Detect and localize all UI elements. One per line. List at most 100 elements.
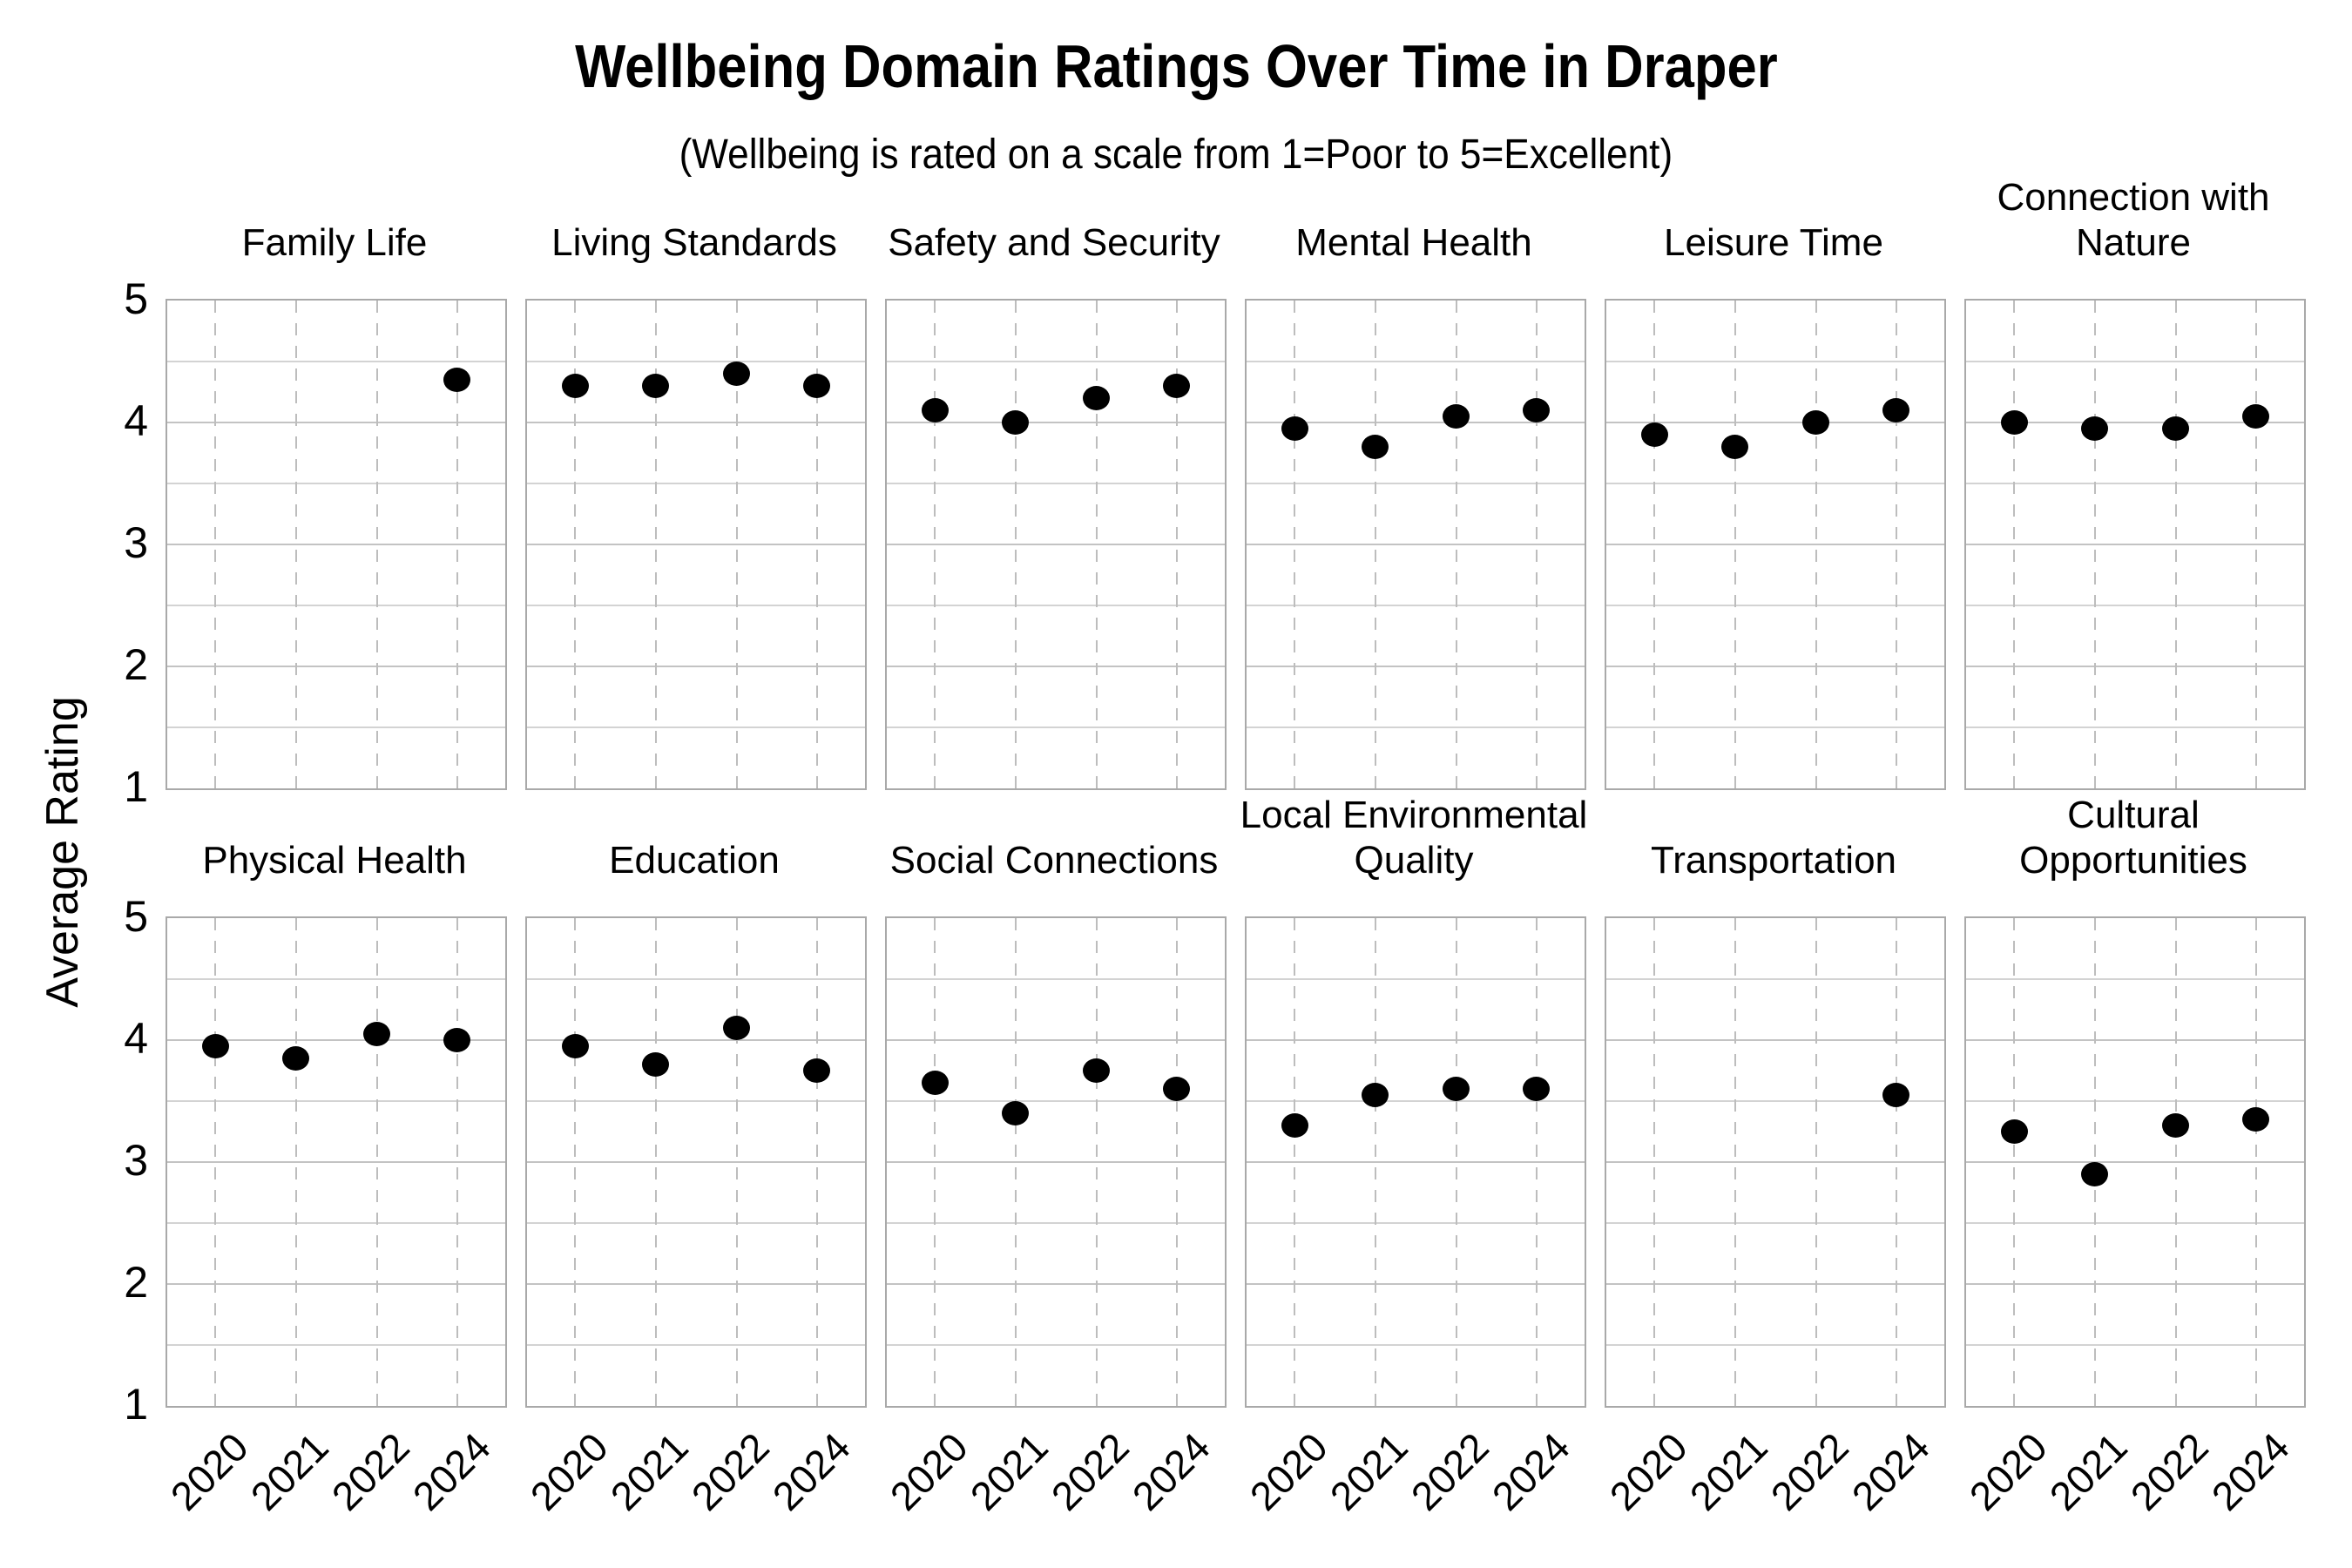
year-gridline: [1815, 301, 1817, 788]
gridline: [527, 978, 865, 980]
gridline: [167, 483, 505, 484]
year-gridline: [1374, 918, 1376, 1406]
year-gridline: [2254, 918, 2257, 1406]
year-gridline: [574, 301, 577, 788]
year-gridline: [1294, 301, 1296, 788]
data-point: [1802, 410, 1830, 435]
gridline: [887, 1039, 1225, 1041]
data-point: [1523, 1077, 1551, 1101]
year-gridline: [1535, 301, 1538, 788]
y-tick-label: 2: [124, 1258, 148, 1307]
facet-panel: Safety and Security: [885, 221, 1227, 790]
x-tick-label: 2024: [1123, 1423, 1219, 1519]
year-gridline: [654, 301, 657, 788]
year-gridline: [456, 918, 458, 1406]
facet-panel: Mental Health: [1245, 221, 1586, 790]
gridline: [887, 544, 1225, 545]
gridline: [527, 1222, 865, 1224]
data-point: [2081, 416, 2109, 441]
gridline: [1606, 361, 1944, 362]
gridline: [527, 1039, 865, 1041]
facet-title: Physical Health: [202, 839, 467, 882]
x-tick-label: 2024: [403, 1423, 499, 1519]
year-gridline: [934, 301, 936, 788]
year-gridline: [815, 301, 818, 788]
data-point: [1443, 1077, 1470, 1101]
year-gridline: [1734, 301, 1736, 788]
gridline: [1247, 605, 1585, 606]
year-gridline: [1014, 918, 1017, 1406]
gridline: [527, 1344, 865, 1346]
x-tick-label: 2020: [521, 1423, 617, 1519]
x-tick-label: 2021: [1681, 1423, 1777, 1519]
x-tick-label: 2021: [242, 1423, 338, 1519]
data-point: [803, 374, 831, 398]
year-gridline: [1175, 301, 1178, 788]
year-gridline: [2013, 301, 2016, 788]
data-point: [1443, 404, 1470, 429]
facet-panel: Family Life: [166, 221, 507, 790]
gridline: [887, 605, 1225, 606]
data-point: [561, 374, 589, 398]
gridline: [527, 1283, 865, 1285]
year-gridline: [1734, 918, 1736, 1406]
facet-title: Connection with Nature: [1997, 176, 2270, 265]
data-point: [1083, 1058, 1111, 1083]
gridline: [167, 422, 505, 423]
facet-title: Leisure Time: [1664, 221, 1883, 265]
gridline: [887, 1161, 1225, 1163]
year-gridline: [1095, 918, 1098, 1406]
data-point: [803, 1058, 831, 1083]
data-point: [443, 1028, 471, 1052]
facet-panel: Leisure Time: [1605, 221, 1946, 790]
x-tick-label: 2022: [682, 1423, 779, 1519]
year-gridline: [294, 918, 297, 1406]
gridline: [1606, 1039, 1944, 1041]
gridline: [1606, 978, 1944, 980]
x-tick-label: 2022: [1761, 1423, 1858, 1519]
x-tick-label: 2020: [1240, 1423, 1336, 1519]
year-gridline: [815, 918, 818, 1406]
x-tick-label: 2022: [2121, 1423, 2218, 1519]
gridline: [1606, 1222, 1944, 1224]
gridline: [527, 544, 865, 545]
facet-title: Safety and Security: [888, 221, 1220, 265]
gridline: [1606, 1344, 1944, 1346]
data-point: [1362, 1083, 1389, 1107]
gridline: [527, 1100, 865, 1102]
gridline: [887, 978, 1225, 980]
gridline: [1606, 483, 1944, 484]
data-point: [2162, 416, 2190, 441]
x-tick-label: 2024: [1842, 1423, 1938, 1519]
year-gridline: [1374, 301, 1376, 788]
year-gridline: [574, 918, 577, 1406]
data-point: [1083, 386, 1111, 410]
year-gridline: [2013, 918, 2016, 1406]
facet-title: Cultural Opportunities: [2019, 794, 2247, 882]
gridline: [1247, 483, 1585, 484]
year-gridline: [1895, 301, 1897, 788]
gridline: [887, 483, 1225, 484]
facet-panel: Cultural Opportunities 2020 2021 2022 2024: [1960, 794, 2306, 1519]
y-tick-label: 1: [124, 1380, 148, 1429]
gridline: [1966, 544, 2304, 545]
x-tick-label: 2021: [1321, 1423, 1417, 1519]
data-point: [1002, 410, 1030, 435]
y-tick-label: 5: [124, 274, 148, 323]
gridline: [1247, 422, 1585, 423]
gridline: [887, 666, 1225, 667]
gridline: [1247, 666, 1585, 667]
facet-panel: Local Environmental Quality 2020 2021 2022 2…: [1240, 794, 1588, 1519]
gridline: [167, 605, 505, 606]
gridline: [1966, 666, 2304, 667]
year-gridline: [1014, 301, 1017, 788]
data-point: [2000, 1119, 2028, 1144]
year-gridline: [1653, 918, 1656, 1406]
gridline: [1966, 483, 2304, 484]
year-gridline: [214, 918, 217, 1406]
gridline: [887, 1344, 1225, 1346]
data-point: [443, 368, 471, 392]
gridline: [167, 361, 505, 362]
figure-title-text: Wellbeing Domain Ratings Over Time in Dr…: [574, 32, 1778, 100]
